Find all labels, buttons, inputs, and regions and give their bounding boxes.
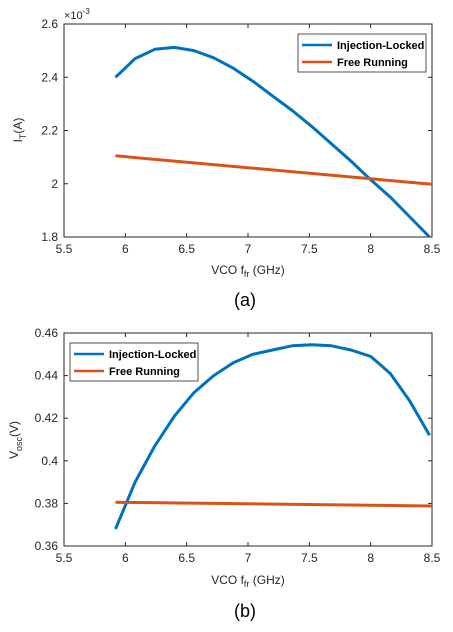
- chart-a-xtick-label: 7: [245, 242, 252, 256]
- chart-a-xtick-label: 5.5: [56, 242, 73, 256]
- chart-b-xlabel: VCO ffr (GHz): [211, 573, 285, 589]
- chart-a-xlabel: VCO ffr (GHz): [211, 263, 285, 279]
- chart-b-series-free-running: [115, 500, 433, 508]
- chart-a-series: [114, 45, 433, 239]
- chart-a-legend: Injection-Locked Free Running: [297, 33, 427, 73]
- chart-b-ytick-label: 0.42: [35, 411, 59, 425]
- chart-a-series-free-running: [115, 154, 433, 186]
- chart-a-xtick-label: 6: [122, 242, 129, 256]
- chart-b: 5.5 6 6.5 7 7.5 8 8.5 0.36 0.38 0.4 0.42 0.44 0.46 V…: [7, 326, 441, 621]
- chart-b-series-injection-locked: [114, 343, 431, 530]
- chart-a-legend-label-free: Free Running: [337, 57, 408, 69]
- chart-a-xtick-label: 6.5: [178, 242, 195, 256]
- chart-a: 5.5 6 6.5 7 7.5 8 8.5 1.8 2 2.2 2.4 2.6 ×10-3 IT(A)…: [11, 7, 441, 310]
- chart-a-caption: (a): [234, 290, 256, 310]
- chart-b-legend: Injection-Locked Free Running: [69, 342, 199, 382]
- chart-b-xtick-label: 6: [122, 551, 129, 565]
- chart-a-ylabel: IT(A): [11, 118, 28, 143]
- chart-a-xtick-label: 7.5: [301, 242, 318, 256]
- chart-b-ytick-label: 0.38: [35, 496, 59, 510]
- chart-a-xtick-label: 8: [367, 242, 374, 256]
- chart-b-xtick-label: 7.5: [301, 551, 318, 565]
- chart-a-ytick-label: 2.6: [41, 17, 58, 31]
- chart-b-xtick-label: 5.5: [56, 551, 73, 565]
- chart-a-ytick-label: 2: [51, 177, 58, 191]
- chart-b-ytick-label: 0.4: [41, 454, 58, 468]
- chart-b-xtick-label: 8: [367, 551, 374, 565]
- chart-b-xtick-label: 6.5: [178, 551, 195, 565]
- chart-b-legend-label-free: Free Running: [109, 366, 180, 378]
- chart-a-series-injection-locked: [114, 45, 431, 239]
- chart-b-legend-box: [69, 342, 199, 382]
- chart-b-ylabel: Vosc(V): [7, 421, 24, 459]
- chart-b-xtick-label: 8.5: [424, 551, 441, 565]
- chart-a-y-multiplier: ×10-3: [64, 7, 90, 22]
- chart-a-ytick-label: 2.2: [41, 124, 58, 138]
- chart-b-caption: (b): [234, 601, 256, 621]
- chart-a-legend-box: [297, 33, 427, 73]
- chart-a-ticks: 5.5 6 6.5 7 7.5 8 8.5 1.8 2 2.2 2.4 2.6: [41, 17, 440, 256]
- chart-b-series: [114, 343, 433, 530]
- chart-b-ytick-label: 0.36: [35, 539, 59, 553]
- chart-a-ytick-label: 2.4: [41, 70, 58, 84]
- chart-b-ytick-label: 0.46: [35, 326, 59, 340]
- chart-a-ytick-label: 1.8: [41, 230, 58, 244]
- chart-b-legend-label-injection: Injection-Locked: [109, 349, 196, 361]
- chart-b-ticks: 5.5 6 6.5 7 7.5 8 8.5 0.36 0.38 0.4 0.42 0.44 0.46: [35, 326, 441, 565]
- chart-b-xtick-label: 7: [245, 551, 252, 565]
- chart-a-xtick-label: 8.5: [424, 242, 441, 256]
- chart-b-ytick-label: 0.44: [35, 369, 59, 383]
- chart-a-legend-label-injection: Injection-Locked: [337, 40, 424, 52]
